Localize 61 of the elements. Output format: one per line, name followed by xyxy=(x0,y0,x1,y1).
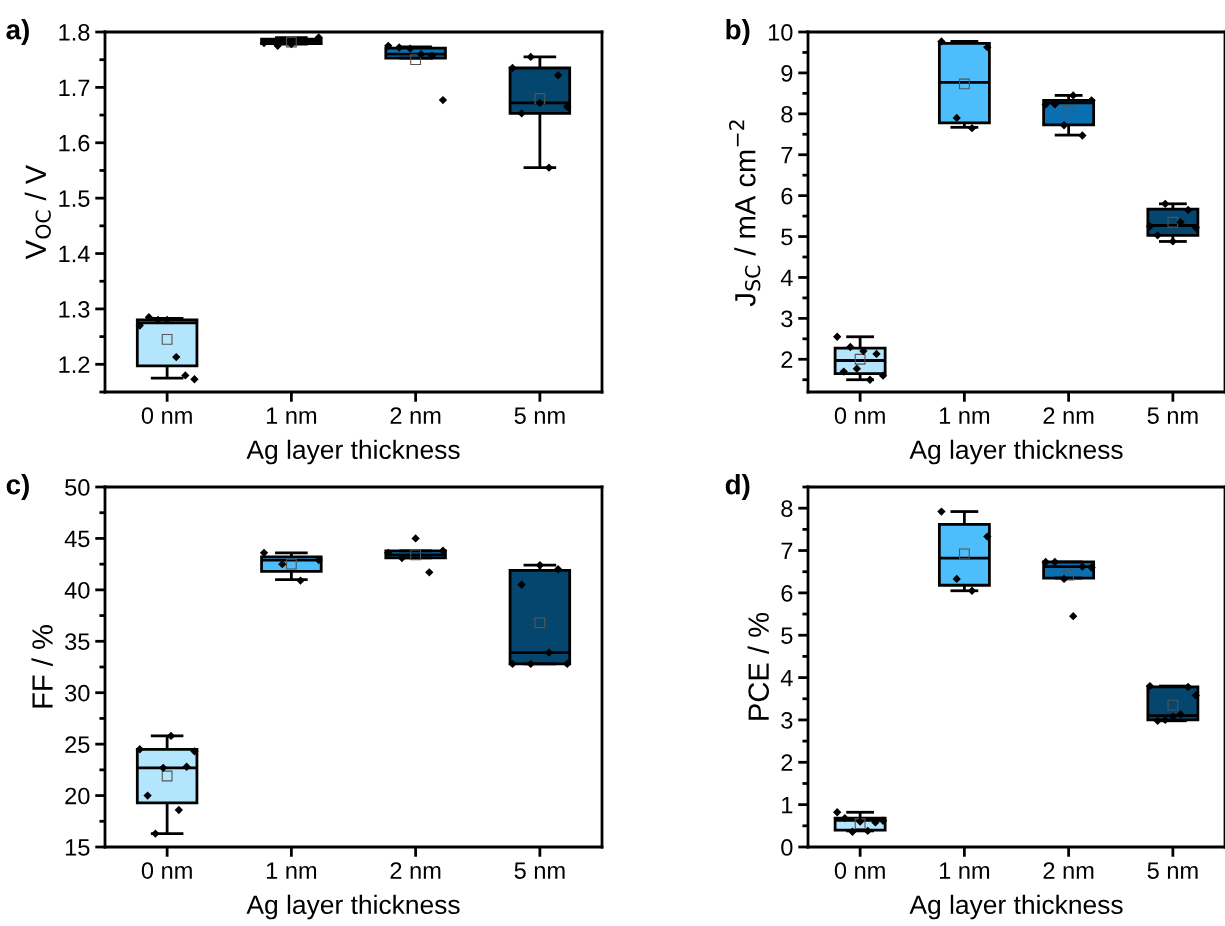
y-tick-label: 1 xyxy=(782,796,793,814)
y-tick-label: 1.5 xyxy=(59,190,90,207)
y-tick-label: 3 xyxy=(781,712,793,729)
y-tick-label: 7 xyxy=(781,147,793,164)
y-tick-label: 1.8 xyxy=(59,24,90,41)
x-tick-label: 5 nm xyxy=(1147,862,1198,879)
x-tick-label: 5 nm xyxy=(514,862,565,879)
x-axis-title: Ag layer thickness xyxy=(909,894,1123,920)
x-tick-label: 0 nm xyxy=(834,407,885,424)
x-tick-label: 0 nm xyxy=(141,862,192,879)
y-axis-title: J$_{SC}$ / mA cm$^{−2}$ xyxy=(729,120,761,307)
y-axis-title: PCE / % xyxy=(747,612,769,720)
y-tick-label: 1.3 xyxy=(59,300,90,318)
x-tick-label: 1 nm xyxy=(266,862,317,879)
y-tick-label: 7 xyxy=(781,542,793,560)
x-tick-label: 5 nm xyxy=(514,407,565,424)
y-tick-label: 25 xyxy=(65,736,90,753)
y-tick-label: 15 xyxy=(65,839,90,856)
x-axis-title: Ag layer thickness xyxy=(909,439,1123,465)
x-tick-label: 1 nm xyxy=(939,862,990,879)
x-tick-label: 2 nm xyxy=(390,862,441,879)
y-tick-label: 6 xyxy=(781,584,793,602)
y-tick-label: 1.4 xyxy=(59,245,90,263)
x-tick-label: 1 nm xyxy=(266,407,317,424)
chart-title: b) xyxy=(726,19,750,45)
x-tick-label: 1 nm xyxy=(939,407,990,424)
y-tick-label: 5 xyxy=(781,228,793,246)
y-tick-label: 2 xyxy=(781,351,793,368)
x-tick-label: 2 nm xyxy=(1043,407,1094,424)
chart-title: d) xyxy=(725,474,750,500)
y-tick-label: 2 xyxy=(781,754,793,771)
y-axis-title: FF / % xyxy=(31,625,53,708)
y-tick-label: 10 xyxy=(768,24,793,41)
y-tick-label: 4 xyxy=(780,669,793,687)
y-tick-label: 1.2 xyxy=(59,356,90,373)
y-tick-label: 0 xyxy=(781,839,793,856)
y-tick-label: 50 xyxy=(65,479,90,496)
y-tick-label: 40 xyxy=(64,581,90,599)
y-tick-label: 20 xyxy=(65,787,90,805)
x-tick-label: 5 nm xyxy=(1147,407,1198,424)
y-tick-label: 5 xyxy=(781,627,793,645)
x-axis-title: Ag layer thickness xyxy=(246,439,460,465)
x-tick-label: 0 nm xyxy=(834,862,885,879)
chart-title: c) xyxy=(6,474,29,500)
y-axis-title: V$_{OC}$ / V xyxy=(24,164,51,260)
x-axis-title: Ag layer thickness xyxy=(246,894,460,920)
y-tick-label: 35 xyxy=(65,633,90,651)
y-tick-label: 45 xyxy=(64,530,90,548)
y-tick-label: 3 xyxy=(781,310,793,328)
y-tick-label: 9 xyxy=(781,64,793,82)
y-tick-label: 4 xyxy=(780,269,793,287)
y-tick-label: 8 xyxy=(781,105,793,123)
x-tick-label: 0 nm xyxy=(141,407,192,424)
chart-title: a) xyxy=(6,19,29,45)
y-tick-label: 1.7 xyxy=(59,79,90,96)
y-tick-label: 6 xyxy=(781,187,793,205)
x-tick-label: 2 nm xyxy=(1043,862,1094,879)
y-tick-label: 1.6 xyxy=(59,134,90,152)
y-tick-label: 30 xyxy=(65,684,90,702)
x-tick-label: 2 nm xyxy=(390,407,441,424)
y-tick-label: 8 xyxy=(781,500,793,517)
